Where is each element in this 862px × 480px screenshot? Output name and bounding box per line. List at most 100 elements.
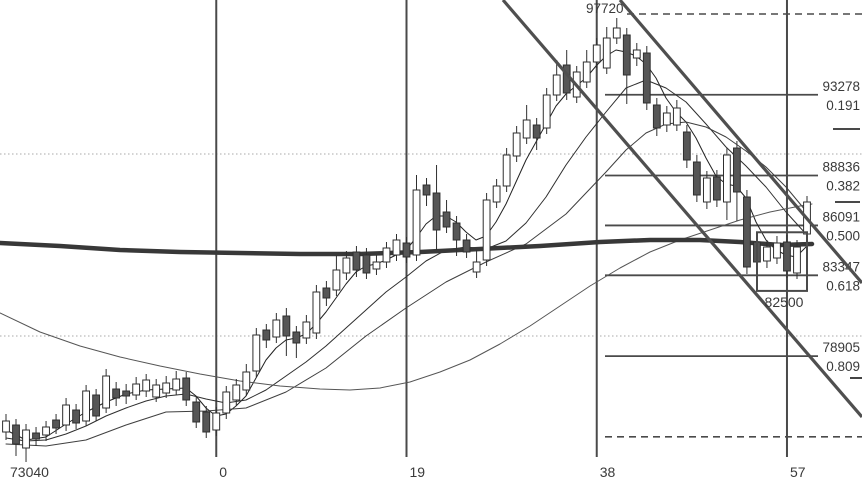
candle-body (282, 315, 291, 337)
candle-body (632, 49, 641, 59)
fib-ratio-label: 0.382 (826, 179, 860, 194)
candle-down (642, 46, 651, 110)
candle-down (292, 326, 301, 358)
candle-body (552, 74, 561, 96)
candle-down (52, 414, 60, 434)
candle-body (472, 261, 481, 273)
candle-down (783, 235, 791, 278)
candle-up (272, 313, 281, 343)
candle-body (532, 124, 541, 139)
candle-down (282, 308, 291, 356)
chart-label: 0 (219, 464, 227, 480)
candle-body (743, 196, 751, 268)
ma-slow-line (0, 203, 813, 391)
candle-body (12, 424, 20, 445)
candle-body (92, 394, 101, 417)
candle-up (672, 100, 681, 131)
candle-up (522, 105, 531, 144)
fib-ratio-label: 0.618 (826, 278, 860, 293)
candle-up (222, 386, 231, 419)
candle-body (662, 112, 671, 126)
candle-up (82, 385, 90, 426)
candle-body (72, 409, 80, 424)
candle-up (102, 369, 111, 413)
candle-body (602, 37, 611, 69)
candle-up (382, 242, 391, 268)
moving-averages (0, 49, 815, 447)
candle-down (32, 427, 40, 446)
fib-price-label: 78905 (822, 340, 860, 355)
candle-up (482, 193, 491, 266)
candle-body (592, 44, 601, 63)
consolidation-box-rect[interactable] (756, 231, 808, 292)
candle-body (62, 404, 70, 426)
candle-up (502, 148, 511, 192)
candle-down (452, 216, 461, 256)
candle-down (352, 246, 361, 277)
candle-body (412, 189, 421, 256)
candle-body (162, 382, 171, 394)
candle-down (262, 324, 271, 348)
candle-body (142, 379, 151, 392)
candle-up (172, 371, 181, 395)
candle-body (32, 432, 40, 440)
candle-body (102, 375, 111, 409)
candle-body (322, 287, 331, 299)
candle-down (402, 237, 411, 263)
candle-up (2, 414, 10, 440)
swing-high-price-label: 97720 (586, 1, 624, 16)
candle-up (232, 379, 241, 406)
chart-label: 38 (600, 464, 616, 480)
candle-down (422, 178, 431, 206)
channel-line-lower[interactable] (501, 0, 862, 419)
candle-body (462, 239, 471, 253)
candle-down (72, 404, 80, 429)
candle-up (512, 126, 521, 162)
fib-ratio-label: 0.500 (826, 228, 860, 243)
candle-body (712, 176, 721, 201)
candle-down (743, 190, 751, 274)
candle-body (452, 222, 461, 241)
candle-body (152, 384, 161, 398)
fib-ratio-label: 0.191 (826, 98, 860, 113)
candle-body (302, 321, 311, 339)
candle-body (342, 257, 351, 274)
trendlines[interactable] (501, 0, 862, 419)
candle-body (733, 147, 741, 193)
fib-price-label: 93278 (822, 79, 860, 94)
candle-up (392, 234, 401, 261)
candle-body (332, 269, 341, 291)
candle-body (42, 426, 50, 436)
candle-up (242, 364, 251, 396)
candle-up (162, 376, 171, 398)
candle-body (612, 27, 621, 39)
candle-down (432, 165, 441, 250)
candle-up (252, 328, 261, 377)
candle-body (52, 419, 60, 429)
candle-down (682, 125, 691, 168)
ma-medium-line (5, 79, 807, 442)
candle-body (122, 390, 131, 397)
candle-body (182, 377, 191, 401)
candle-body (682, 131, 691, 161)
candle-body (692, 161, 701, 196)
candle-down (202, 406, 211, 438)
candle-up (793, 240, 801, 279)
candle-body (763, 246, 771, 262)
consolidation-box[interactable]: 82500 (756, 231, 808, 310)
ma-mid-slow-line (5, 121, 807, 447)
candle-body (542, 94, 551, 129)
candle-body (352, 251, 361, 271)
candle-up (302, 315, 311, 344)
candle-body (482, 199, 491, 261)
chart-label: 57 (790, 464, 806, 480)
candle-body (793, 246, 801, 274)
channel-line-upper[interactable] (618, 0, 862, 285)
candle-down (462, 234, 471, 258)
candle-body (362, 254, 371, 274)
low-price-marker-label: 73040 (10, 464, 49, 480)
candle-body (522, 119, 531, 139)
candle-body (232, 384, 241, 401)
candle-up (312, 285, 321, 339)
